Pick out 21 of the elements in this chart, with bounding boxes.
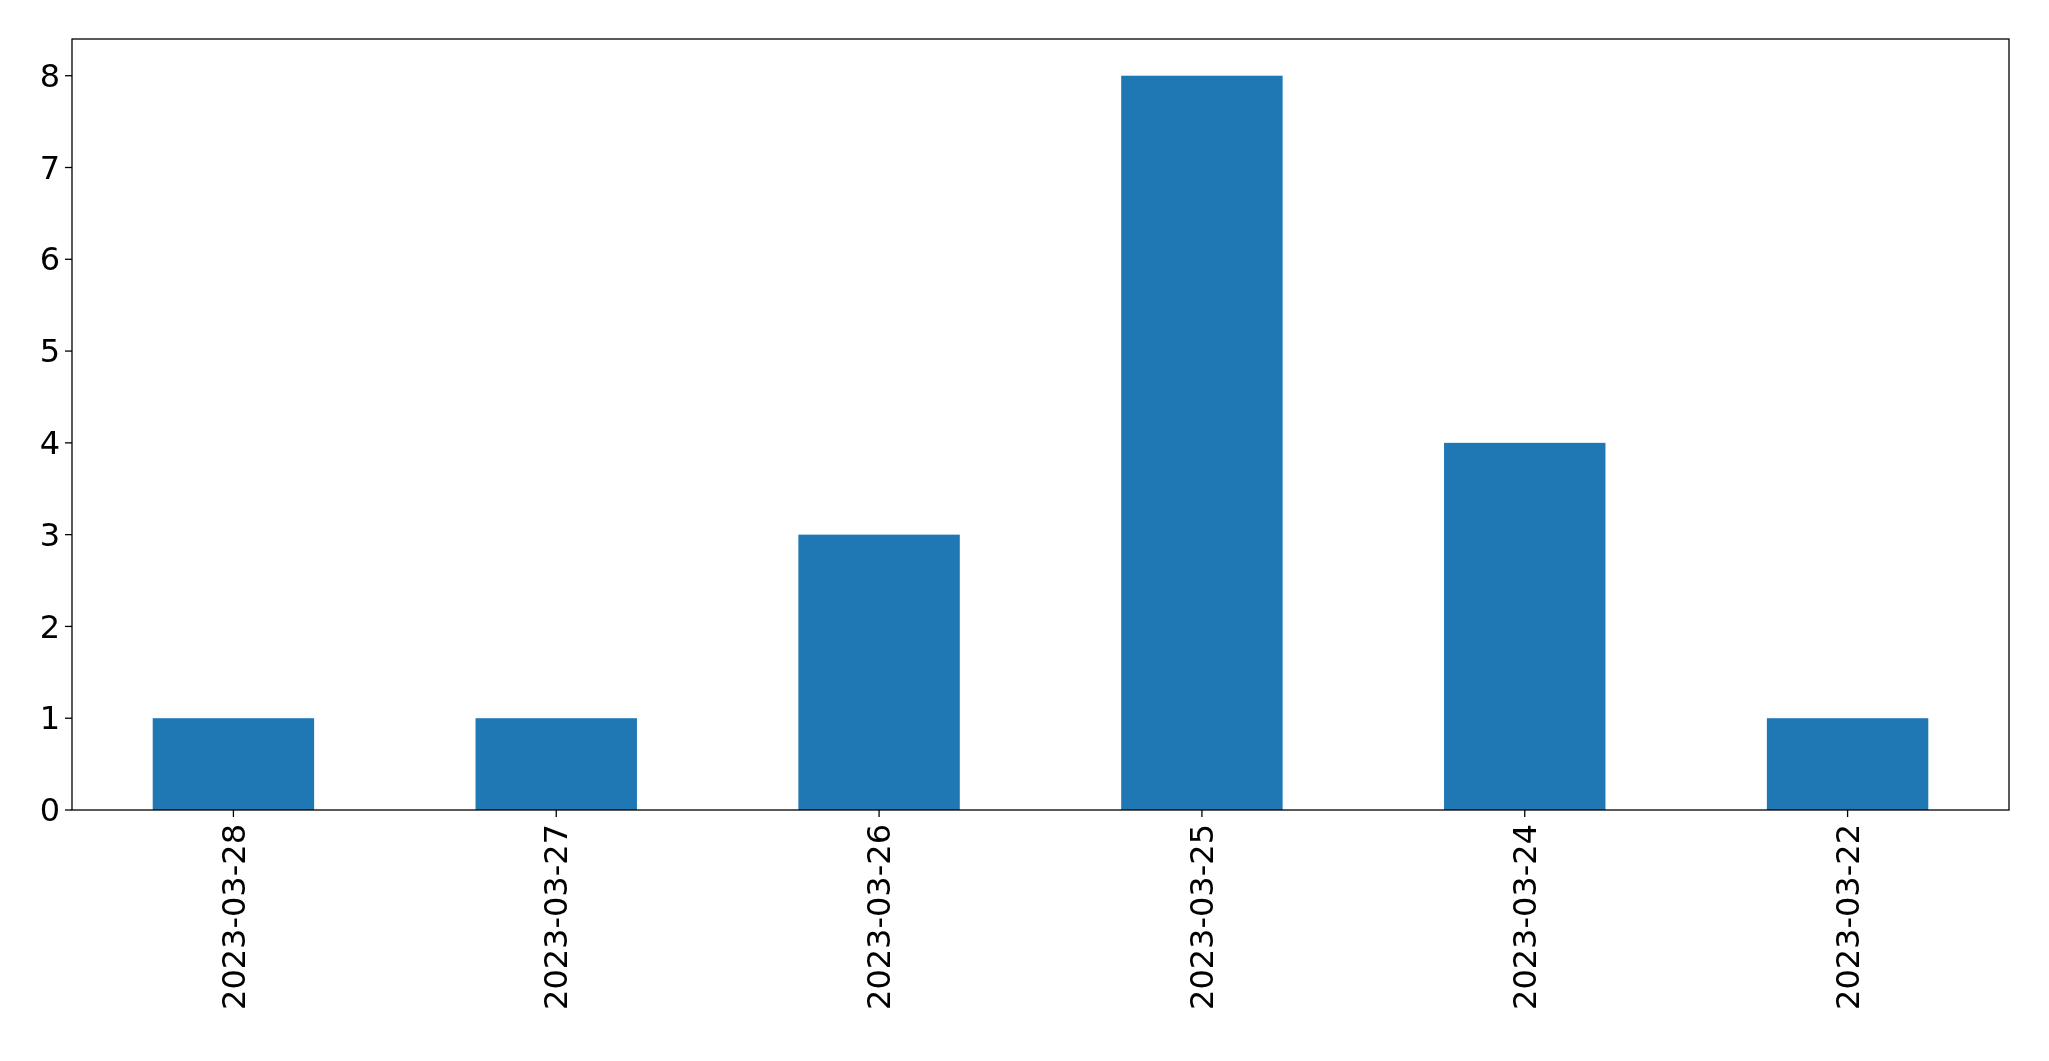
y-tick-label: 5 xyxy=(39,332,60,371)
y-tick-label: 4 xyxy=(39,424,60,463)
x-tick-label: 2023-03-22 xyxy=(1828,824,1867,1010)
y-tick-label: 0 xyxy=(39,791,60,830)
y-tick-label: 1 xyxy=(39,699,60,738)
y-tick-label: 3 xyxy=(39,515,60,554)
bar xyxy=(475,718,637,810)
y-tick-label: 7 xyxy=(39,148,60,187)
y-tick-label: 2 xyxy=(39,607,60,646)
bar xyxy=(1121,75,1283,810)
x-tick-label: 2023-03-24 xyxy=(1505,824,1544,1010)
bar xyxy=(1444,442,1606,810)
bar xyxy=(1766,718,1929,810)
x-tick-label: 2023-03-26 xyxy=(860,824,899,1010)
x-tick-label: 2023-03-28 xyxy=(214,824,253,1010)
x-tick-label: 2023-03-25 xyxy=(1183,824,1222,1010)
bar xyxy=(152,718,315,810)
y-tick-label: 8 xyxy=(39,56,60,95)
y-tick-label: 6 xyxy=(39,240,60,279)
bar xyxy=(798,534,960,810)
x-tick-label: 2023-03-27 xyxy=(537,824,576,1010)
